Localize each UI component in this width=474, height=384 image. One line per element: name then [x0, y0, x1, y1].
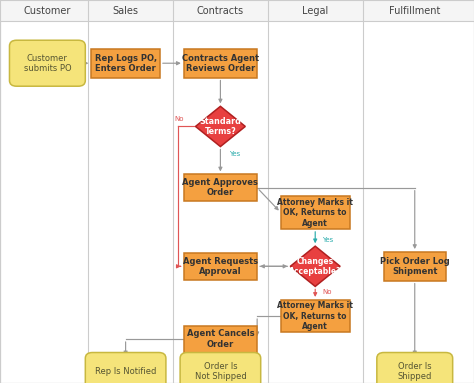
FancyBboxPatch shape — [0, 0, 474, 21]
Text: Contracts Agent
Reviews Order: Contracts Agent Reviews Order — [182, 53, 259, 73]
Text: Fulfillment: Fulfillment — [389, 5, 440, 15]
FancyBboxPatch shape — [384, 252, 446, 281]
FancyBboxPatch shape — [180, 353, 261, 384]
Text: Agent Cancels
Order: Agent Cancels Order — [187, 329, 254, 349]
Text: Order Is
Not Shipped: Order Is Not Shipped — [194, 362, 246, 381]
Text: Yes: Yes — [322, 237, 334, 243]
Polygon shape — [290, 246, 340, 286]
Text: No: No — [322, 289, 332, 295]
Text: Order Is
Shipped: Order Is Shipped — [398, 362, 432, 381]
Text: Attorney Marks it
OK, Returns to
Agent: Attorney Marks it OK, Returns to Agent — [277, 198, 353, 228]
Text: No: No — [174, 116, 184, 122]
FancyBboxPatch shape — [281, 196, 350, 229]
Polygon shape — [195, 106, 246, 147]
Text: Contracts: Contracts — [197, 5, 244, 15]
FancyBboxPatch shape — [9, 40, 85, 86]
FancyBboxPatch shape — [184, 49, 257, 78]
Text: Sales: Sales — [113, 5, 138, 15]
Text: Legal: Legal — [302, 5, 328, 15]
Text: Attorney Marks it
OK, Returns to
Agent: Attorney Marks it OK, Returns to Agent — [277, 301, 353, 331]
Text: Customer
submits PO: Customer submits PO — [24, 53, 71, 73]
Text: Changes
Acceptable?: Changes Acceptable? — [289, 257, 341, 276]
FancyBboxPatch shape — [184, 174, 257, 201]
Text: Agent Requests
Approval: Agent Requests Approval — [183, 257, 258, 276]
Text: Customer: Customer — [24, 5, 71, 15]
FancyBboxPatch shape — [91, 49, 160, 78]
Text: Rep Is Notified: Rep Is Notified — [95, 367, 156, 376]
Text: Standard
Terms?: Standard Terms? — [200, 117, 241, 136]
FancyBboxPatch shape — [184, 326, 257, 353]
FancyBboxPatch shape — [85, 353, 166, 384]
Text: Yes: Yes — [229, 151, 240, 157]
FancyBboxPatch shape — [281, 300, 350, 333]
Text: Agent Approves
Order: Agent Approves Order — [182, 178, 258, 197]
FancyBboxPatch shape — [184, 253, 257, 280]
Text: Rep Logs PO,
Enters Order: Rep Logs PO, Enters Order — [94, 53, 157, 73]
Text: Pick Order Log
Shipment: Pick Order Log Shipment — [380, 257, 450, 276]
FancyBboxPatch shape — [377, 353, 453, 384]
